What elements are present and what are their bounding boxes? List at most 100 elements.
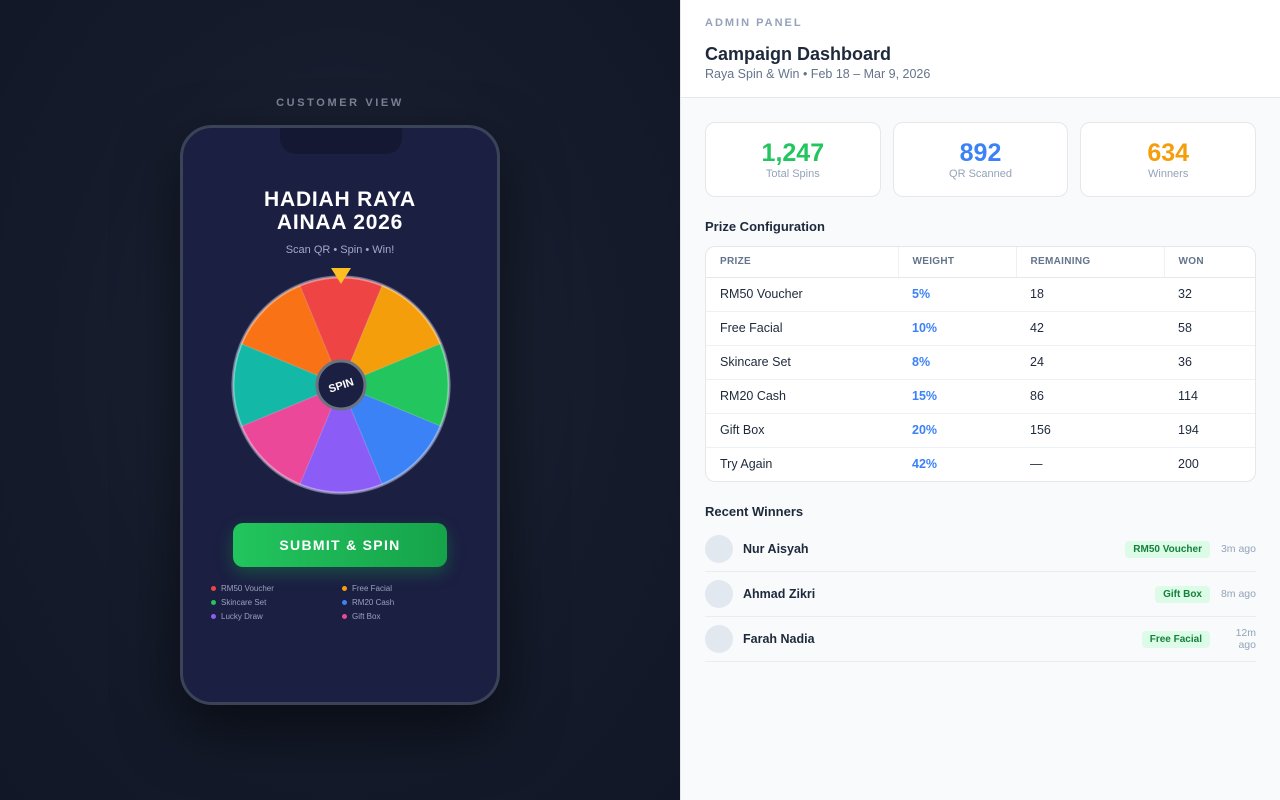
legend-label: Skincare Set — [221, 597, 267, 607]
wheel-segment — [340, 384, 442, 486]
legend-dot-icon — [211, 599, 216, 605]
prize-name-cell: Gift Box — [706, 413, 898, 448]
remaining-cell: 18 — [1016, 277, 1164, 312]
legend-item: Skincare Set — [211, 597, 342, 607]
legend-dot-icon — [342, 585, 347, 591]
prize-config-title: Prize Configuration — [705, 219, 825, 234]
wheel-segment — [240, 384, 342, 486]
table-row[interactable]: Try Again 42% — 200 — [706, 447, 1255, 481]
prize-legend: RM50 Voucher Free Facial Skincare Set RM… — [211, 583, 481, 621]
table-row[interactable]: RM20 Cash 15% 86 114 — [706, 379, 1255, 414]
stat-value: 892 — [959, 139, 1002, 167]
submit-spin-button[interactable]: SUBMIT & SPIN — [233, 523, 447, 567]
won-cell: 200 — [1178, 457, 1199, 472]
stat-value: 634 — [1147, 139, 1190, 167]
wheel-segment — [340, 284, 442, 386]
weight-cell[interactable]: 15% — [898, 379, 1016, 414]
avatar — [705, 535, 733, 563]
page-subtitle: Raya Spin & Win • Feb 18 – Mar 9, 2026 — [705, 67, 931, 81]
wheel-segment — [240, 284, 342, 386]
legend-item: RM50 Voucher — [211, 583, 342, 593]
phone-notch — [280, 128, 402, 154]
prize-badge: Gift Box — [1155, 585, 1210, 603]
won-cell: 32 — [1164, 277, 1255, 312]
wheel-segment — [299, 383, 383, 494]
wheel-hub[interactable] — [315, 359, 367, 411]
winner-name: Nur Aisyah — [743, 542, 809, 556]
weight-cell[interactable]: 5% — [898, 277, 1016, 312]
weight-cell[interactable]: 42% — [912, 457, 938, 472]
prize-name-cell: Try Again — [720, 457, 773, 472]
prize-wheel[interactable]: SPIN — [230, 274, 452, 496]
win-timestamp: 3m ago — [1220, 543, 1256, 555]
legend-item: Gift Box — [342, 611, 473, 621]
admin-panel-label: ADMIN PANEL — [705, 17, 803, 29]
remaining-cell: 156 — [1016, 413, 1164, 448]
remaining-cell: 86 — [1016, 379, 1164, 414]
wheel-segment — [232, 343, 343, 427]
admin-panel: ADMIN PANEL Campaign Dashboard Raya Spin… — [680, 0, 1280, 800]
table-row[interactable]: Gift Box 20% 156 194 — [706, 413, 1255, 448]
won-cell: 36 — [1164, 345, 1255, 380]
won-cell: 114 — [1164, 379, 1255, 414]
legend-item: Lucky Draw — [211, 611, 342, 621]
legend-item: Free Facial — [342, 583, 473, 593]
prize-name-cell: RM20 Cash — [706, 379, 898, 414]
prize-wheel-graphic: SPIN — [231, 275, 451, 495]
campaign-title-line2: AINAA 2026 — [276, 211, 404, 234]
legend-label: RM20 Cash — [352, 597, 395, 607]
campaign-subtitle: Scan QR • Spin • Win! — [285, 244, 395, 256]
stat-label: Winners — [1148, 168, 1189, 180]
prize-name-cell: Skincare Set — [706, 345, 898, 380]
list-item[interactable]: Farah Nadia Free Facial 12m ago — [705, 617, 1256, 662]
legend-item: RM20 Cash — [342, 597, 473, 607]
avatar — [705, 625, 733, 653]
phone-mockup: HADIAH RAYA AINAA 2026 Scan QR • Spin • … — [180, 125, 500, 705]
prize-badge: RM50 Voucher — [1125, 540, 1210, 558]
list-item[interactable]: Nur Aisyah RM50 Voucher 3m ago — [705, 527, 1256, 572]
won-cell: 194 — [1164, 413, 1255, 448]
legend-label: RM50 Voucher — [221, 583, 274, 593]
weight-cell[interactable]: 10% — [898, 311, 1016, 346]
column-header-weight: WEIGHT — [898, 247, 1017, 278]
column-header-won: WON — [1164, 247, 1255, 278]
winner-name: Farah Nadia — [743, 632, 815, 646]
customer-view-pane: CUSTOMER VIEW HADIAH RAYA AINAA 2026 Sca… — [0, 0, 680, 800]
remaining-cell: 42 — [1016, 311, 1164, 346]
weight-cell[interactable]: 20% — [898, 413, 1016, 448]
stat-card-winners: 634 Winners — [1080, 122, 1257, 197]
recent-winners-title: Recent Winners — [705, 504, 804, 519]
weight-cell[interactable]: 8% — [898, 345, 1016, 380]
win-timestamp: 8m ago — [1220, 588, 1256, 600]
prize-name-cell: RM50 Voucher — [706, 277, 898, 312]
legend-dot-icon — [211, 585, 216, 591]
table-header-row: PRIZE WEIGHT REMAINING WON — [706, 247, 1255, 278]
campaign-title-line1: HADIAH RAYA — [264, 188, 416, 211]
winner-name: Ahmad Zikri — [743, 587, 816, 601]
legend-label: Free Facial — [352, 583, 393, 593]
wheel-pointer-icon — [331, 268, 351, 284]
avatar — [705, 580, 733, 608]
column-header-remaining: REMAINING — [1016, 247, 1165, 278]
prize-config-table: PRIZE WEIGHT REMAINING WON RM50 Voucher … — [705, 246, 1256, 482]
remaining-cell: 24 — [1016, 345, 1164, 380]
legend-dot-icon — [342, 613, 347, 619]
table-row[interactable]: RM50 Voucher 5% 18 32 — [706, 277, 1255, 312]
won-cell: 58 — [1164, 311, 1255, 346]
win-timestamp: 12m ago — [1235, 627, 1256, 651]
legend-dot-icon — [211, 613, 216, 619]
admin-header: ADMIN PANEL Campaign Dashboard Raya Spin… — [681, 0, 1280, 98]
table-row[interactable]: Skincare Set 8% 24 36 — [706, 345, 1255, 380]
stat-label: Total Spins — [765, 168, 820, 180]
stat-label: QR Scanned — [949, 168, 1012, 180]
table-row[interactable]: Free Facial 10% 42 58 — [706, 311, 1255, 346]
campaign-title: HADIAH RAYA AINAA 2026 — [183, 188, 497, 234]
stat-card-total-spins: 1,247 Total Spins — [705, 122, 881, 197]
remaining-cell: — — [1030, 457, 1043, 472]
prize-badge: Free Facial — [1141, 630, 1210, 648]
prize-name-cell: Free Facial — [706, 311, 898, 346]
stats-row: 1,247 Total Spins 892 QR Scanned 634 Win… — [705, 122, 1257, 197]
stat-value: 1,247 — [761, 139, 825, 167]
recent-winners-list: Nur Aisyah RM50 Voucher 3m ago Ahmad Zik… — [705, 527, 1256, 662]
list-item[interactable]: Ahmad Zikri Gift Box 8m ago — [705, 572, 1256, 617]
